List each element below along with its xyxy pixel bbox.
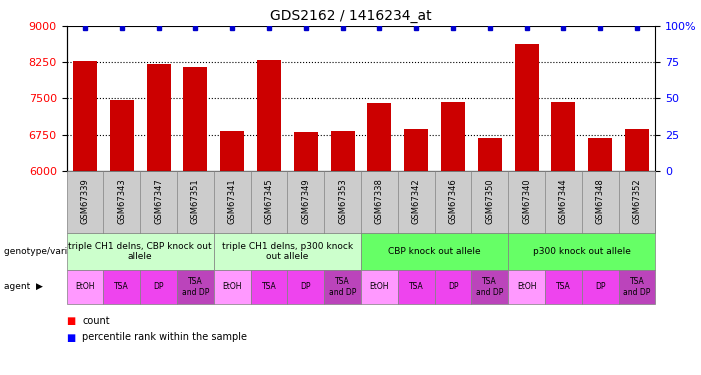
Text: GSM67346: GSM67346 bbox=[449, 179, 458, 224]
Text: GSM67350: GSM67350 bbox=[485, 179, 494, 224]
Text: GSM67342: GSM67342 bbox=[411, 179, 421, 224]
Bar bbox=[404, 129, 428, 171]
Text: EtOH: EtOH bbox=[75, 282, 95, 291]
Bar bbox=[184, 67, 207, 171]
Text: GSM67338: GSM67338 bbox=[375, 178, 384, 225]
Text: triple CH1 delns, CBP knock out
allele: triple CH1 delns, CBP knock out allele bbox=[69, 242, 212, 261]
Bar bbox=[147, 64, 170, 171]
Text: TSA
and DP: TSA and DP bbox=[182, 277, 209, 297]
Text: TSA
and DP: TSA and DP bbox=[476, 277, 503, 297]
Bar bbox=[552, 102, 576, 171]
Text: TSA
and DP: TSA and DP bbox=[623, 277, 651, 297]
Text: DP: DP bbox=[448, 282, 458, 291]
Text: TSA: TSA bbox=[114, 282, 129, 291]
Text: GSM67351: GSM67351 bbox=[191, 179, 200, 224]
Text: GSM67353: GSM67353 bbox=[338, 179, 347, 224]
Bar bbox=[294, 132, 318, 171]
Text: ■: ■ bbox=[67, 316, 76, 326]
Text: GSM67339: GSM67339 bbox=[81, 179, 90, 224]
Bar bbox=[625, 129, 649, 171]
Text: CBP knock out allele: CBP knock out allele bbox=[388, 247, 481, 256]
Bar bbox=[331, 131, 355, 171]
Text: TSA: TSA bbox=[261, 282, 276, 291]
Bar bbox=[73, 61, 97, 171]
Text: TSA: TSA bbox=[556, 282, 571, 291]
Text: genotype/variation  ▶: genotype/variation ▶ bbox=[4, 247, 102, 256]
Text: p300 knock out allele: p300 knock out allele bbox=[533, 247, 631, 256]
Text: percentile rank within the sample: percentile rank within the sample bbox=[82, 333, 247, 342]
Text: GDS2162 / 1416234_at: GDS2162 / 1416234_at bbox=[270, 9, 431, 23]
Bar bbox=[515, 44, 538, 171]
Bar bbox=[478, 138, 502, 171]
Text: TSA: TSA bbox=[409, 282, 423, 291]
Text: GSM67348: GSM67348 bbox=[596, 179, 605, 224]
Text: EtOH: EtOH bbox=[369, 282, 389, 291]
Bar bbox=[257, 60, 281, 171]
Bar bbox=[220, 131, 244, 171]
Text: GSM67344: GSM67344 bbox=[559, 179, 568, 224]
Bar bbox=[367, 103, 391, 171]
Text: ■: ■ bbox=[67, 333, 76, 342]
Text: GSM67349: GSM67349 bbox=[301, 179, 311, 224]
Text: DP: DP bbox=[301, 282, 311, 291]
Bar bbox=[441, 102, 465, 171]
Text: GSM67340: GSM67340 bbox=[522, 179, 531, 224]
Text: EtOH: EtOH bbox=[517, 282, 536, 291]
Text: GSM67347: GSM67347 bbox=[154, 179, 163, 224]
Bar bbox=[588, 138, 612, 171]
Text: GSM67352: GSM67352 bbox=[632, 179, 641, 224]
Text: DP: DP bbox=[595, 282, 606, 291]
Text: triple CH1 delns, p300 knock
out allele: triple CH1 delns, p300 knock out allele bbox=[222, 242, 353, 261]
Text: agent  ▶: agent ▶ bbox=[4, 282, 42, 291]
Text: count: count bbox=[82, 316, 109, 326]
Text: DP: DP bbox=[154, 282, 164, 291]
Text: GSM67343: GSM67343 bbox=[117, 179, 126, 224]
Text: GSM67341: GSM67341 bbox=[228, 179, 237, 224]
Text: TSA
and DP: TSA and DP bbox=[329, 277, 356, 297]
Text: GSM67345: GSM67345 bbox=[264, 179, 273, 224]
Text: EtOH: EtOH bbox=[222, 282, 242, 291]
Bar bbox=[110, 100, 134, 171]
